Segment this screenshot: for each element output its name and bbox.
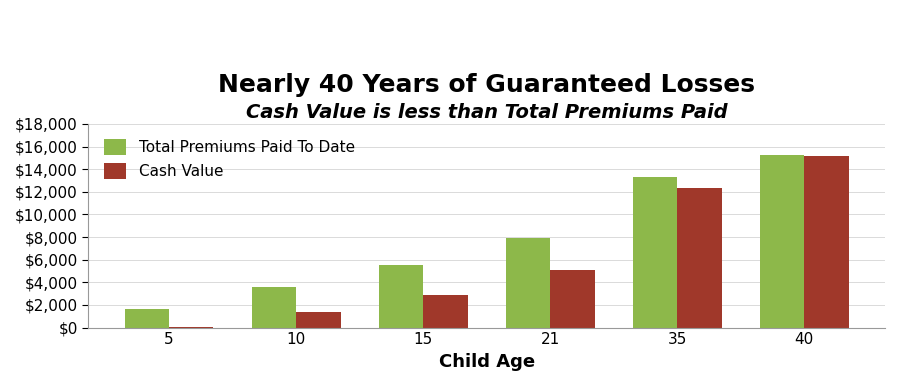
Bar <box>252 287 296 328</box>
Bar <box>169 327 213 328</box>
Bar <box>805 156 849 328</box>
Bar <box>677 188 722 328</box>
Bar <box>760 154 805 328</box>
Text: Cash Value is less than Total Premiums Paid: Cash Value is less than Total Premiums P… <box>246 103 727 122</box>
X-axis label: Child Age: Child Age <box>438 353 535 371</box>
Bar <box>423 295 468 328</box>
Legend: Total Premiums Paid To Date, Cash Value: Total Premiums Paid To Date, Cash Value <box>96 132 363 186</box>
Bar <box>124 309 169 328</box>
Bar <box>633 177 677 328</box>
Bar <box>296 312 340 328</box>
Text: Nearly 40 Years of Guaranteed Losses: Nearly 40 Years of Guaranteed Losses <box>218 73 755 98</box>
Bar <box>379 265 423 328</box>
Bar <box>506 238 550 328</box>
Bar <box>550 270 595 328</box>
